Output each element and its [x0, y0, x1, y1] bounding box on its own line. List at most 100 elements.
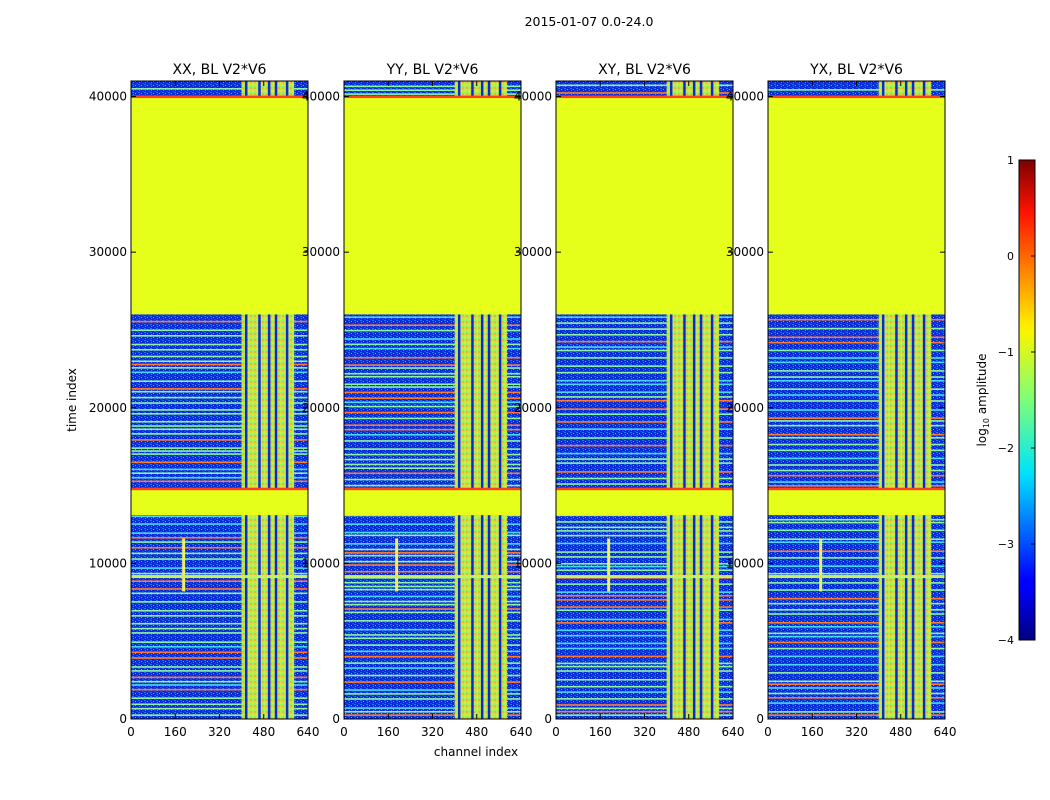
time-stripe — [768, 692, 945, 695]
x-tick-label: 320 — [633, 725, 656, 739]
figure-suptitle: 2015-01-07 0.0-24.0 — [525, 14, 654, 29]
time-stripe — [131, 420, 308, 423]
x-tick-label: 0 — [552, 725, 560, 739]
time-stripe — [344, 588, 521, 591]
y-tick-label: 0 — [756, 712, 764, 726]
time-stripe — [768, 635, 945, 638]
y-tick-label: 30000 — [514, 245, 552, 259]
channel-gap — [480, 81, 484, 719]
time-stripe — [768, 409, 945, 411]
time-stripe — [556, 340, 733, 343]
time-stripe — [768, 327, 945, 330]
time-stripe — [768, 608, 945, 611]
time-stripe — [131, 380, 308, 383]
time-stripe — [131, 580, 308, 583]
time-stripe — [344, 397, 521, 399]
time-stripe — [344, 543, 521, 545]
panel-title: YX, BL V2*V6 — [809, 62, 903, 78]
time-stripe — [556, 678, 733, 681]
time-stripe — [344, 603, 521, 606]
y-tick-label: 0 — [119, 712, 127, 726]
panels: XX, BL V2*V6 0 160 320 480 640 0 10000 20000 3000… — [89, 62, 957, 739]
time-stripe — [768, 572, 945, 575]
time-stripe — [556, 452, 733, 455]
spike-row — [768, 575, 945, 579]
x-tick-label: 640 — [934, 725, 957, 739]
channel-gap — [669, 81, 673, 719]
time-stripe — [131, 676, 308, 679]
time-stripe — [131, 461, 308, 464]
time-stripe — [556, 606, 733, 608]
time-stripe — [131, 651, 308, 654]
x-tick-label: 0 — [340, 725, 348, 739]
time-stripe — [556, 365, 733, 367]
time-stripe — [344, 316, 521, 319]
spike-row — [131, 575, 308, 579]
time-stripe — [131, 657, 308, 659]
time-stripe — [131, 703, 308, 706]
x-tick-label: 320 — [208, 725, 231, 739]
time-stripe — [344, 472, 521, 475]
time-stripe — [768, 565, 945, 567]
time-stripe — [344, 637, 521, 640]
time-stripe — [556, 322, 733, 324]
x-tick-label: 480 — [252, 725, 275, 739]
time-stripe — [768, 449, 945, 452]
time-stripe — [556, 396, 733, 398]
time-stripe — [344, 662, 521, 664]
time-stripe — [344, 710, 521, 713]
time-stripe — [768, 582, 945, 584]
x-tick-label: 0 — [127, 725, 135, 739]
time-stripe — [768, 341, 945, 344]
time-stripe — [131, 412, 308, 415]
time-stripe — [768, 613, 945, 615]
time-stripe — [344, 628, 521, 631]
time-stripe — [768, 557, 945, 559]
time-stripe — [768, 464, 945, 466]
time-stripe — [344, 367, 521, 369]
time-stripe — [556, 421, 733, 423]
time-stripe — [344, 383, 521, 386]
time-stripe — [556, 551, 733, 553]
flagged-region — [768, 96, 945, 315]
colorbar: 10−1−2−3−4 log10 amplitude — [975, 154, 1036, 647]
time-stripe — [556, 562, 733, 565]
time-stripe — [344, 375, 521, 378]
time-stripe — [131, 588, 308, 590]
time-stripe — [556, 569, 733, 572]
time-stripe — [131, 343, 308, 346]
time-stripe — [768, 424, 945, 427]
x-tick-label: 480 — [889, 725, 912, 739]
time-stripe — [344, 433, 521, 436]
time-stripe — [556, 316, 733, 319]
time-stripe — [768, 457, 945, 460]
time-stripe — [344, 554, 521, 557]
time-stripe — [556, 647, 733, 650]
time-stripe — [556, 707, 733, 710]
time-stripe — [768, 388, 945, 390]
time-stripe — [768, 420, 945, 422]
x-tick-label: 640 — [722, 725, 745, 739]
time-stripe — [131, 320, 308, 323]
flag-edge — [131, 487, 308, 491]
flag-edge — [556, 95, 733, 99]
time-stripe — [344, 620, 521, 622]
time-stripe — [344, 560, 521, 563]
time-stripe — [556, 458, 733, 460]
y-axis-label: time index — [65, 368, 79, 432]
y-tick-label: 40000 — [726, 90, 764, 104]
time-stripe — [768, 481, 945, 483]
time-stripe — [556, 698, 733, 700]
y-tick-label: 30000 — [302, 245, 340, 259]
time-stripe — [556, 379, 733, 382]
time-stripe — [344, 356, 521, 359]
channel-gap — [895, 81, 898, 719]
time-stripe — [344, 634, 521, 636]
channel-gap — [904, 81, 908, 719]
flagged-region — [344, 488, 521, 516]
time-stripe — [344, 523, 521, 525]
colorbar-tick-label: 0 — [1007, 250, 1014, 263]
time-stripe — [768, 621, 945, 624]
time-stripe — [768, 469, 945, 472]
time-stripe — [344, 552, 521, 554]
